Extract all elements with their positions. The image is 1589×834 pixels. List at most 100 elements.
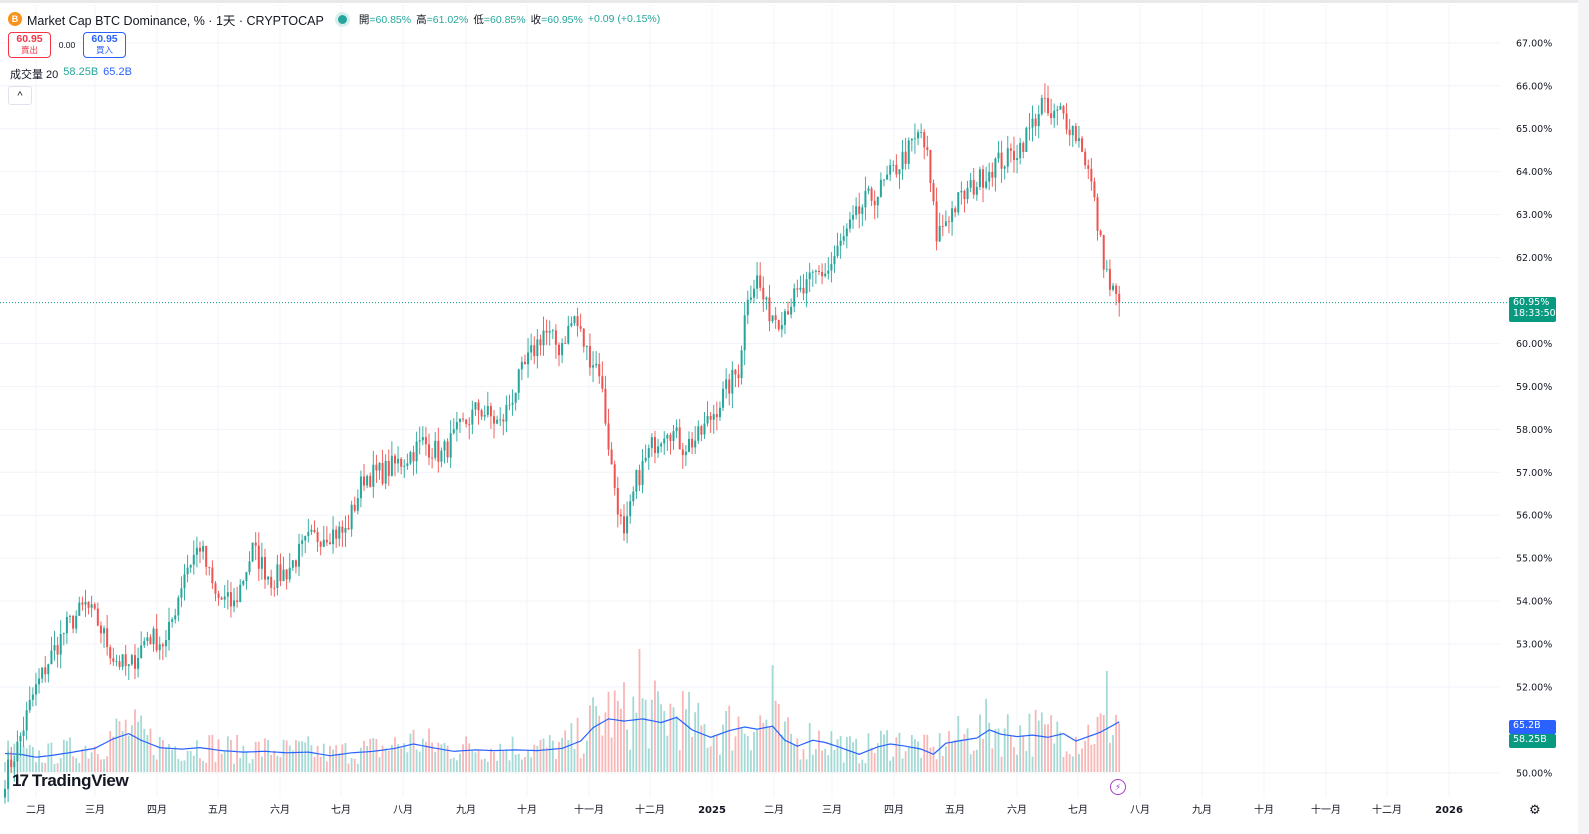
volume-bar (1078, 753, 1080, 772)
candle (183, 574, 186, 589)
candle (1068, 129, 1071, 136)
candle (211, 567, 214, 584)
candle (917, 132, 920, 139)
volume-bar (1065, 751, 1068, 772)
volume-bar (440, 744, 443, 772)
candle (81, 602, 84, 605)
volume-bar (115, 718, 118, 772)
volume-bar (341, 744, 344, 772)
volume-bar (688, 691, 690, 772)
candle (814, 270, 817, 272)
candle (171, 619, 174, 622)
volume-bar (821, 750, 823, 772)
volume-bar (276, 755, 279, 772)
y-tick-label: 65.00% (1516, 124, 1552, 135)
candle (978, 169, 981, 187)
gear-icon[interactable]: ⚙ (1529, 802, 1541, 817)
candle (811, 271, 814, 273)
volume-bar (329, 745, 331, 772)
volume-bar (356, 763, 359, 772)
candle (975, 186, 978, 195)
volume-bar (233, 763, 235, 772)
sell-button[interactable]: 60.95 賣出 (8, 32, 51, 58)
market-status-icon[interactable] (337, 14, 347, 24)
candle (647, 448, 650, 458)
volume-bar (223, 751, 226, 772)
volume-bar (78, 762, 81, 772)
volume-bar (660, 704, 663, 772)
volume-bar (127, 735, 130, 772)
volume-bar (93, 746, 96, 772)
volume-bar (539, 739, 542, 772)
tradingview-logo[interactable]: 17 TradingView (12, 771, 129, 791)
volume-bar (1090, 744, 1093, 772)
volume-value: 58.25B (63, 66, 99, 78)
candle (595, 363, 598, 366)
volume-bar (1013, 747, 1015, 772)
volume-bar (353, 758, 356, 772)
volume-label: 成交量 20 (10, 69, 59, 81)
volume-bar (112, 736, 115, 772)
volume-bar (901, 758, 904, 772)
volume-bar (394, 737, 396, 772)
x-tick-label: 十二月 (1372, 803, 1402, 816)
volume-bar (966, 728, 969, 772)
collapse-legend-button[interactable]: ^ (8, 86, 32, 105)
candle (1028, 127, 1031, 129)
candle (99, 625, 102, 634)
buy-button[interactable]: 60.95 買入 (83, 32, 126, 58)
candle (1019, 142, 1022, 159)
volume-bar (1099, 713, 1102, 772)
volume-bar (833, 750, 836, 772)
candle (363, 476, 366, 486)
volume-bar (449, 758, 452, 772)
candle (907, 140, 910, 164)
candle (641, 460, 644, 486)
volume-bar (632, 696, 635, 772)
volume-bar (403, 743, 406, 772)
candle (38, 678, 41, 685)
volume-bar (1000, 756, 1003, 772)
lightning-icon[interactable]: ⚡ (1110, 779, 1126, 795)
candle (1009, 148, 1012, 151)
volume-legend[interactable]: 成交量 20 58.25B 65.2B (10, 66, 132, 82)
volume-bar (768, 726, 771, 772)
candle (344, 527, 347, 533)
volume-bar (134, 709, 136, 772)
candle (474, 402, 477, 410)
volume-bar (1096, 716, 1099, 772)
x-tick-label: 二月 (26, 804, 46, 816)
volume-bar (883, 734, 885, 772)
candle (684, 451, 687, 456)
volume-bar (270, 754, 273, 772)
volume-bar (245, 751, 248, 772)
candle (7, 759, 10, 789)
candle (579, 326, 582, 329)
volume-bar (100, 759, 102, 772)
volume-bar (610, 737, 613, 772)
volume-bar (236, 734, 239, 772)
volume-bar (75, 758, 78, 772)
candle (1059, 106, 1062, 110)
volume-bar (793, 745, 796, 772)
candle (1081, 138, 1084, 152)
candle (762, 287, 765, 300)
candle (610, 449, 613, 465)
candle (189, 564, 192, 568)
candle (226, 592, 229, 597)
candle (477, 402, 480, 411)
candle (10, 759, 13, 768)
volume-bar (508, 760, 511, 772)
candle (830, 264, 833, 271)
x-tick-label: 三月 (822, 804, 842, 816)
symbol-title[interactable]: Market Cap BTC Dominance, % · 1天 · CRYPT… (27, 13, 324, 28)
candle (400, 458, 403, 467)
volume-bar (66, 740, 68, 772)
volume-bar (573, 748, 576, 772)
candle (1071, 126, 1074, 136)
candle (848, 219, 851, 229)
volume-bar (994, 728, 997, 772)
volume-bar (709, 746, 712, 772)
candle (629, 501, 632, 517)
